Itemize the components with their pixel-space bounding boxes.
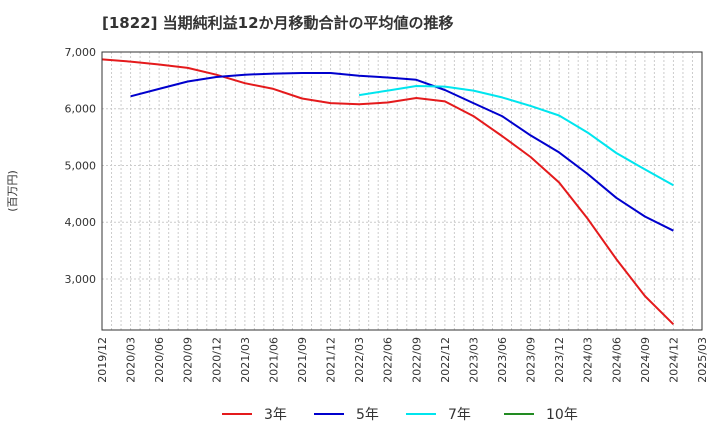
x-tick-label: 2019/12 — [96, 337, 109, 383]
legend-label: 5年 — [356, 407, 379, 423]
series-line-5年 — [130, 72, 674, 232]
grid-layer — [101, 51, 702, 330]
x-tick-label: 2023/06 — [496, 337, 509, 383]
y-tick-label: 7,000 — [65, 46, 97, 59]
x-tick-label: 2020/06 — [153, 337, 166, 383]
x-tick-label: 2021/06 — [267, 337, 280, 383]
series-line-7年 — [358, 85, 674, 187]
y-tick-label: 4,000 — [65, 216, 97, 229]
x-tick-label: 2024/09 — [639, 337, 652, 383]
x-tick-label: 2020/12 — [210, 337, 223, 383]
x-tick-label: 2023/09 — [525, 337, 538, 383]
x-tick-label: 2023/03 — [467, 337, 480, 383]
x-tick-label: 2022/12 — [439, 337, 452, 383]
legend-label: 7年 — [448, 407, 471, 423]
x-tick-label: 2021/09 — [296, 337, 309, 383]
legend: 3年 5年 7年 10年 — [0, 404, 720, 428]
plot-frame — [101, 51, 703, 331]
legend-item: 5年 — [314, 404, 379, 424]
legend-item: 3年 — [222, 404, 287, 424]
x-tick-label: 2024/06 — [610, 337, 623, 383]
x-tick-label: 2025/03 — [696, 337, 709, 383]
line-chart: 2019/12 2020/03 2020/06 2020/09 2020/12 2021/… — [6, 46, 710, 383]
x-tick-label: 2022/09 — [410, 337, 423, 383]
series-layer — [101, 58, 675, 326]
legend-swatch — [406, 413, 436, 415]
x-tick-label: 2022/06 — [382, 337, 395, 383]
y-axis-label: (百万円) — [6, 170, 19, 212]
x-tick-label: 2023/12 — [553, 337, 566, 383]
x-tick-label: 2021/12 — [325, 337, 338, 383]
y-tick-label: 3,000 — [65, 273, 97, 286]
legend-label: 3年 — [264, 407, 287, 423]
legend-swatch — [222, 413, 252, 415]
series-line-3年 — [101, 58, 675, 326]
chart-title: [1822] 当期純利益12か月移動合計の平均値の推移 — [102, 14, 454, 32]
x-tick-label: 2020/03 — [125, 337, 138, 383]
axis-layer: 2019/12 2020/03 2020/06 2020/09 2020/12 2021/… — [65, 46, 710, 383]
legend-item: 7年 — [406, 404, 471, 424]
y-tick-label: 6,000 — [65, 103, 97, 116]
x-tick-label: 2022/03 — [353, 337, 366, 383]
y-tick-label: 5,000 — [65, 159, 97, 172]
x-tick-label: 2024/12 — [667, 337, 680, 383]
legend-label: 10年 — [546, 407, 578, 423]
legend-swatch — [504, 413, 534, 415]
x-tick-label: 2024/03 — [582, 337, 595, 383]
legend-item: 10年 — [504, 404, 578, 424]
x-tick-label: 2020/09 — [182, 337, 195, 383]
x-tick-label: 2021/03 — [239, 337, 252, 383]
legend-swatch — [314, 413, 344, 415]
